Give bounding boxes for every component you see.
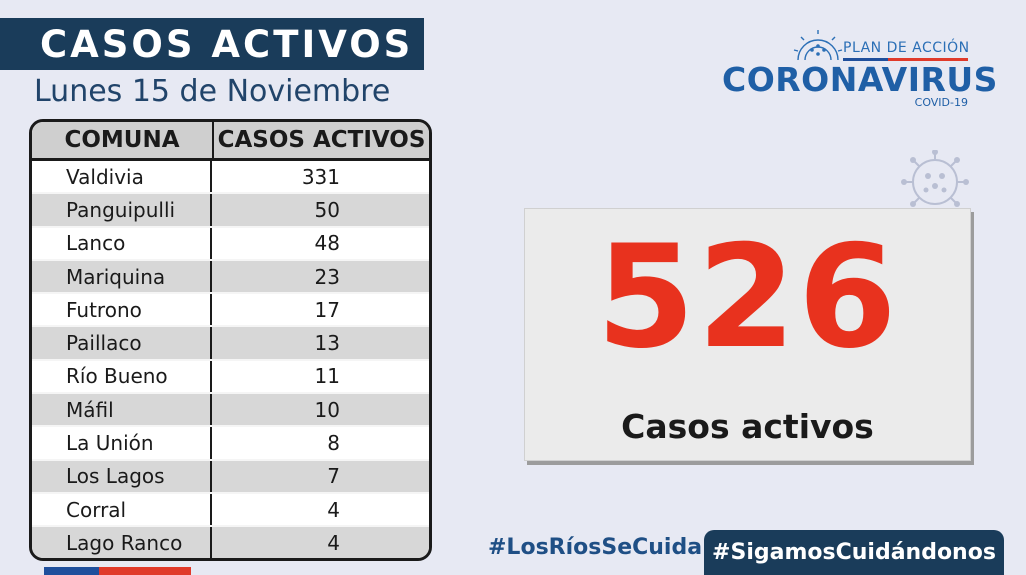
casos-cell: 4 xyxy=(327,497,340,522)
casos-cell: 10 xyxy=(314,397,340,422)
table-row: Valdivia 331 xyxy=(32,161,429,195)
logo-main-text: CORONAVIRUS xyxy=(722,60,998,99)
flag-strip xyxy=(44,567,191,575)
table-row: Los Lagos 7 xyxy=(32,460,429,494)
casos-cell: 331 xyxy=(301,164,340,189)
cases-table: COMUNA CASOS ACTIVOS Valdivia 331 Panguipu… xyxy=(29,119,432,561)
casos-cell: 17 xyxy=(314,297,340,322)
table-body: Valdivia 331 Panguipulli 50 Lanco 48 Mariquina… xyxy=(32,161,429,558)
table-row: La Unión 8 xyxy=(32,427,429,461)
casos-cell: 13 xyxy=(314,331,340,356)
column-header-casos: CASOS ACTIVOS xyxy=(217,127,426,153)
table-header: COMUNA CASOS ACTIVOS xyxy=(32,122,429,161)
table-row: Lago Ranco 4 xyxy=(32,527,429,558)
table-row: Lanco 48 xyxy=(32,227,429,261)
total-cases-label: Casos activos xyxy=(621,407,874,446)
virus-icon xyxy=(901,150,969,207)
column-header-comuna: COMUNA xyxy=(32,122,214,158)
logo-flag-line xyxy=(843,58,968,61)
flag-strip-blue xyxy=(44,567,99,575)
total-cases-card: 526 Casos activos xyxy=(524,208,971,461)
casos-cell: 7 xyxy=(327,464,340,489)
hashtag-los-rios: #LosRíosSeCuida xyxy=(488,535,703,560)
comuna-cell: Río Bueno xyxy=(32,360,212,393)
comuna-cell: Paillaco xyxy=(32,327,212,359)
comuna-cell: Panguipulli xyxy=(32,194,212,226)
comuna-cell: Corral xyxy=(32,493,212,526)
page-title: CASOS ACTIVOS xyxy=(40,22,414,66)
table-row: Panguipulli 50 xyxy=(32,194,429,228)
table-row: Paillaco 13 xyxy=(32,327,429,361)
comuna-cell: Lanco xyxy=(32,227,212,259)
logo-plan-text: PLAN DE ACCIÓN xyxy=(843,40,970,56)
hashtag-sigamos: #SigamosCuidándonos xyxy=(704,530,1004,575)
table-row: Máfil 10 xyxy=(32,394,429,428)
table-row: Mariquina 23 xyxy=(32,260,429,295)
hashtag-sigamos-text: #SigamosCuidándonos xyxy=(712,540,996,565)
comuna-cell: La Unión xyxy=(32,427,212,459)
table-row: Corral 4 xyxy=(32,493,429,528)
casos-cell: 50 xyxy=(314,197,340,222)
comuna-cell: Mariquina xyxy=(32,260,212,293)
total-cases-number: 526 xyxy=(596,215,899,380)
comuna-cell: Futrono xyxy=(32,294,212,326)
casos-cell: 11 xyxy=(314,364,340,389)
casos-cell: 23 xyxy=(314,264,340,289)
flag-strip-red xyxy=(99,567,191,575)
logo-sub-text: COVID-19 xyxy=(914,96,968,109)
comuna-cell: Los Lagos xyxy=(32,460,212,492)
table-row: Futrono 17 xyxy=(32,294,429,328)
casos-cell: 4 xyxy=(327,530,340,555)
virus-icon xyxy=(793,30,843,61)
casos-cell: 48 xyxy=(314,231,340,256)
comuna-cell: Máfil xyxy=(32,394,212,426)
table-row: Río Bueno 11 xyxy=(32,360,429,395)
coronavirus-logo: PLAN DE ACCIÓN CORONAVIRUS COVID-19 xyxy=(720,30,997,110)
date-label: Lunes 15 de Noviembre xyxy=(34,74,391,109)
comuna-cell: Lago Ranco xyxy=(32,527,212,558)
casos-cell: 8 xyxy=(327,431,340,456)
comuna-cell: Valdivia xyxy=(32,161,212,193)
title-banner: CASOS ACTIVOS xyxy=(0,18,424,70)
